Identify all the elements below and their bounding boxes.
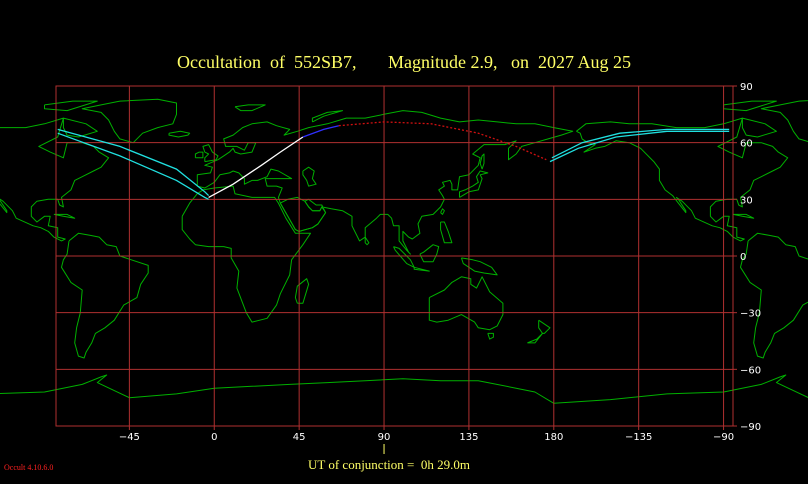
coastline-java [413, 266, 430, 272]
path-centerline-visible [208, 136, 304, 198]
latitude-tick-label: −60 [740, 365, 761, 376]
coastline-cuba [732, 213, 755, 219]
longitude-tick-label: −135 [625, 432, 652, 443]
map-title: Occultation of 552SB7, Magnitude 2.9, on… [177, 52, 631, 72]
coastline-europe [196, 110, 574, 255]
coastline-japan [459, 170, 489, 198]
latitude-tick-label: −90 [740, 422, 761, 433]
coastline-south-america [61, 232, 149, 359]
latitude-tick-label: −30 [740, 309, 761, 320]
longitude-tick-label: −90 [713, 432, 734, 443]
longitude-tick-label: 90 [378, 432, 391, 443]
longitude-tick-label: 180 [544, 432, 563, 443]
coastline-antarctica [0, 374, 555, 404]
coastline-ellesmere-island [723, 100, 777, 112]
coastline-ellesmere-island [44, 100, 98, 112]
coastline-sakhalin [479, 153, 485, 170]
latitude-tick-label: 60 [740, 139, 753, 150]
longitude-tick-label: 0 [211, 432, 217, 443]
coastline-south-america [740, 232, 808, 359]
coastline-new-zealand [538, 319, 551, 334]
longitude-tick-label: 135 [459, 432, 478, 443]
coastline-cuba [53, 213, 76, 219]
path-north-limit-east [551, 128, 730, 159]
coastline-borneo [419, 244, 440, 263]
world-coastlines [0, 98, 808, 404]
coastline-britain [202, 144, 219, 163]
longitude-tick-label: −45 [119, 432, 140, 443]
path-south-limit [57, 132, 209, 200]
coastline-australia [428, 276, 504, 331]
coastline-baffin-island [741, 117, 777, 138]
latitude-tick-label: 90 [740, 82, 753, 93]
coastline-africa [181, 185, 311, 323]
coastline-iceland [168, 130, 191, 138]
coastline-sri-lanka [364, 236, 370, 246]
occult-version-label: Occult 4.10.6.0 [4, 463, 54, 472]
coastline-new-guinea [460, 257, 498, 276]
axis-labels: −45 0 45 90 135 180 −135 −90 90 60 30 0 −30 −60 −90 [119, 82, 761, 454]
coastline-madagascar [294, 278, 310, 304]
coastline-taiwan [440, 208, 445, 215]
latitude-tick-label: 30 [740, 195, 753, 206]
coastline-novaya-zemlya [311, 110, 343, 123]
coastline-ireland [194, 151, 204, 159]
ut-conjunction-label: UT of conjunction = 0h 29.0m [308, 457, 470, 472]
path-centerline-daylight [338, 121, 547, 161]
coastline-philippines [440, 221, 453, 244]
graticule-grid [55, 85, 734, 427]
longitude-tick-label: 45 [293, 432, 306, 443]
coastline-svalbard [234, 104, 266, 112]
coastline-north-america [0, 117, 110, 242]
latitude-tick-label: 0 [740, 252, 746, 263]
path-north-limit [57, 128, 210, 197]
coastline-north-america [576, 117, 789, 242]
path-south-limit-east [549, 130, 730, 163]
coastline-new-zealand-south [527, 332, 543, 344]
coastline-tasmania [487, 332, 494, 340]
coastline-antarctica [553, 374, 808, 404]
path-centerline-twilight [302, 125, 339, 138]
coastline-caspian-sea [302, 166, 317, 187]
coastline-sumatra [393, 246, 415, 268]
coastline-arabia [279, 196, 327, 232]
coastline-greenland [760, 100, 808, 143]
occultation-path [57, 121, 730, 200]
coastline-baffin-island [62, 117, 98, 138]
